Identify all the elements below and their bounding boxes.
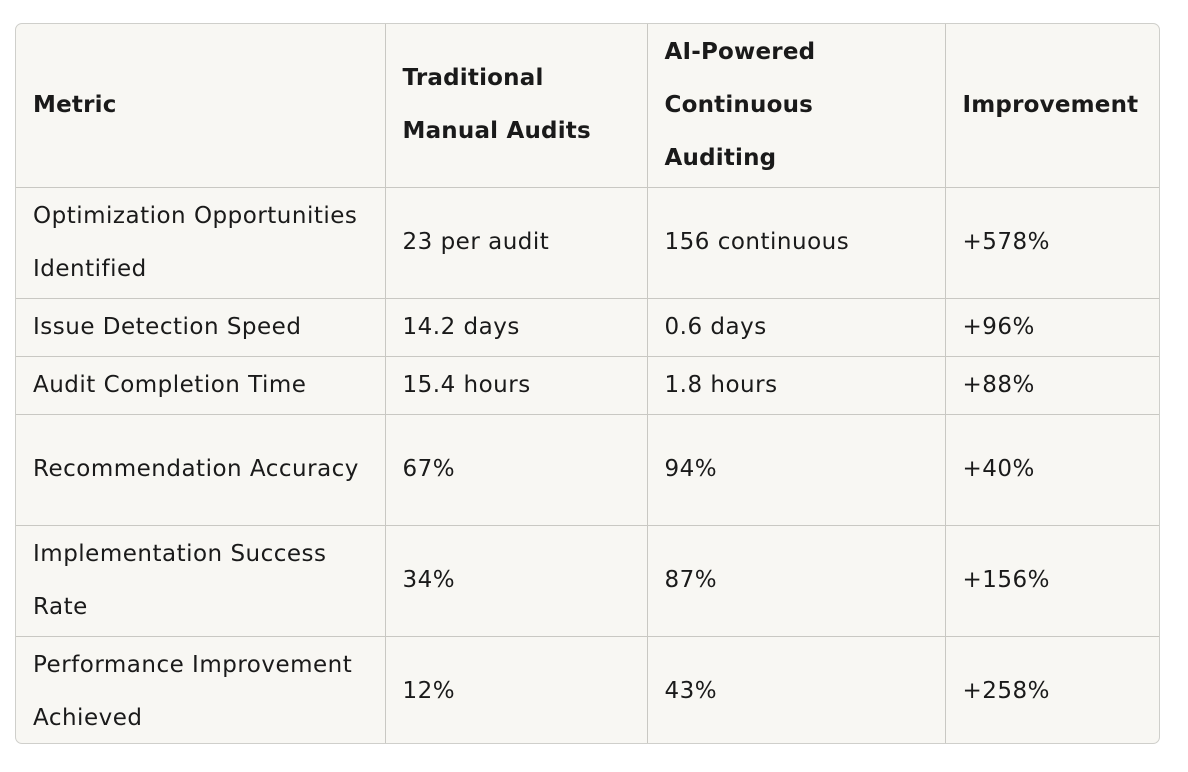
table-row: Optimization Opportunities Identified 23… <box>16 186 1159 299</box>
comparison-table-container: Metric Traditional Manual Audits AI-Powe… <box>15 23 1160 744</box>
table-row: Issue Detection Speed 14.2 days 0.6 days… <box>16 297 1159 357</box>
header-ai-powered-continuous-auditing: AI-Powered Continuous Auditing <box>646 24 946 188</box>
cell-metric: Optimization Opportunities Identified <box>16 186 386 299</box>
cell-ai-powered: 43% <box>646 635 946 743</box>
cell-traditional: 15.4 hours <box>384 355 648 415</box>
cell-traditional: 14.2 days <box>384 297 648 357</box>
header-traditional-manual-audits: Traditional Manual Audits <box>384 24 648 188</box>
cell-metric: Implementation Success Rate <box>16 524 386 637</box>
cell-improvement: +96% <box>944 297 1159 357</box>
table-row: Implementation Success Rate 34% 87% +156… <box>16 524 1159 637</box>
cell-improvement: +156% <box>944 524 1159 637</box>
table-row: Audit Completion Time 15.4 hours 1.8 hou… <box>16 355 1159 415</box>
cell-metric: Performance Improvement Achieved <box>16 635 386 743</box>
header-metric: Metric <box>16 24 386 188</box>
cell-metric: Recommendation Accuracy <box>16 413 386 526</box>
cell-ai-powered: 94% <box>646 413 946 526</box>
comparison-table: Metric Traditional Manual Audits AI-Powe… <box>16 24 1159 743</box>
cell-ai-powered: 1.8 hours <box>646 355 946 415</box>
cell-traditional: 34% <box>384 524 648 637</box>
cell-traditional: 67% <box>384 413 648 526</box>
cell-metric: Issue Detection Speed <box>16 297 386 357</box>
table-row: Recommendation Accuracy 67% 94% +40% <box>16 413 1159 526</box>
cell-improvement: +578% <box>944 186 1159 299</box>
cell-improvement: +40% <box>944 413 1159 526</box>
cell-ai-powered: 87% <box>646 524 946 637</box>
table-body: Optimization Opportunities Identified 23… <box>16 186 1159 743</box>
cell-traditional: 23 per audit <box>384 186 648 299</box>
header-row: Metric Traditional Manual Audits AI-Powe… <box>16 24 1159 188</box>
cell-metric: Audit Completion Time <box>16 355 386 415</box>
cell-ai-powered: 0.6 days <box>646 297 946 357</box>
table-header: Metric Traditional Manual Audits AI-Powe… <box>16 24 1159 188</box>
cell-traditional: 12% <box>384 635 648 743</box>
header-improvement: Improvement <box>944 24 1159 188</box>
cell-improvement: +88% <box>944 355 1159 415</box>
table-row: Performance Improvement Achieved 12% 43%… <box>16 635 1159 743</box>
cell-ai-powered: 156 continuous <box>646 186 946 299</box>
cell-improvement: +258% <box>944 635 1159 743</box>
